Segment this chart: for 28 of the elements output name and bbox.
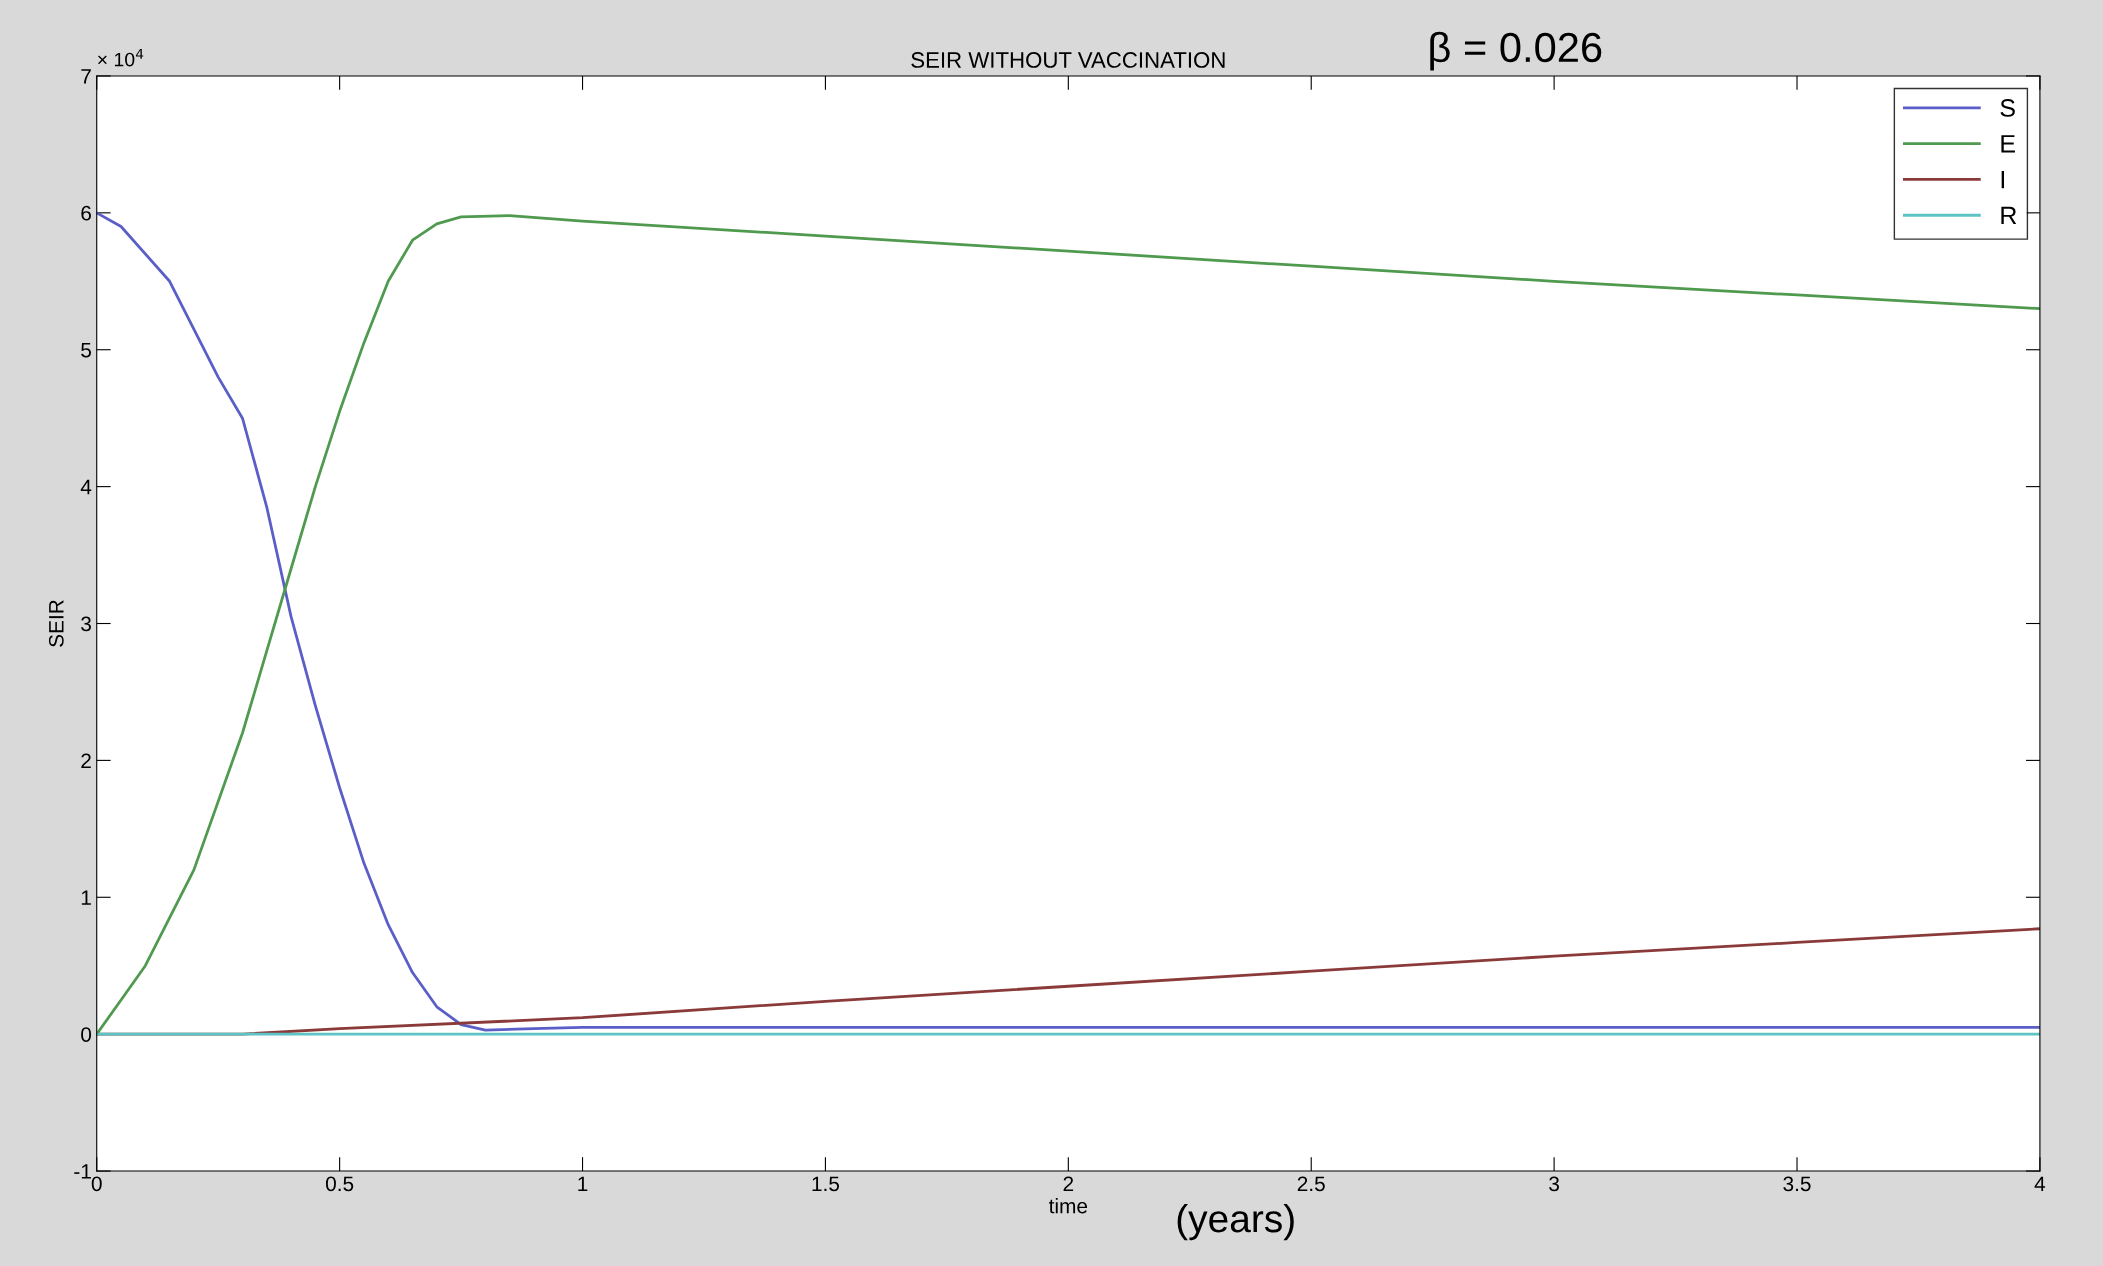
- y-tick-label: 1: [81, 890, 91, 905]
- legend-label: E: [2001, 135, 2015, 153]
- x-tick-label: 2: [1063, 1176, 1074, 1192]
- y-tick-label: 5: [81, 342, 91, 358]
- text: × 10$^{4}$: [98, 48, 144, 67]
- chart-title: SEIR WITHOUT VACCINATION: [911, 52, 1225, 68]
- x-tick-label: 0.5: [325, 1176, 354, 1192]
- y-tick-label: 0: [81, 1027, 92, 1042]
- x-tick-label: 2.5: [1297, 1176, 1325, 1192]
- x-tick-label: 0: [91, 1176, 102, 1192]
- x-tick-label: 1: [578, 1176, 588, 1192]
- y-tick-label: 4: [80, 479, 92, 495]
- y-axis-title: SEIR: [48, 600, 64, 647]
- legend-label: S: [2000, 99, 2015, 117]
- text: (years): [1177, 1203, 1294, 1241]
- chart-subtitle: β = 0.026: [1430, 31, 1602, 71]
- x-tick-label: 4: [2034, 1176, 2046, 1192]
- x-tick-label: 3.5: [1783, 1176, 1811, 1192]
- y-tick-label: 6: [81, 205, 91, 221]
- y-tick-label: 2: [81, 753, 91, 768]
- x-tick-label: 1.5: [812, 1176, 840, 1192]
- y-tick-label: -1: [74, 1164, 91, 1179]
- y-tick-label: 3: [81, 616, 91, 632]
- x-tick-label: 3: [1549, 1176, 1559, 1192]
- y-tick-label: 7: [81, 69, 91, 84]
- legend-label: I: [2001, 170, 2004, 189]
- x-axis-title: time: [1048, 1198, 1088, 1214]
- legend-label: R: [2001, 206, 2017, 224]
